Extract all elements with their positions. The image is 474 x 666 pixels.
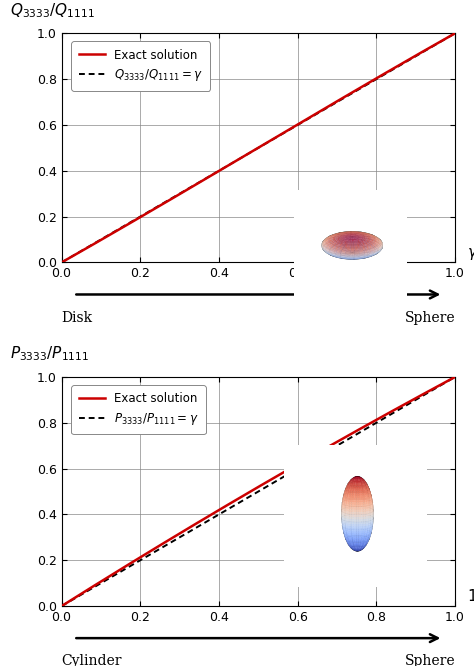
Text: $\gamma$: $\gamma$	[467, 246, 474, 262]
Text: Sphere: Sphere	[404, 310, 455, 324]
Legend: Exact solution, $P_{3333}/P_{1111} = \gamma$: Exact solution, $P_{3333}/P_{1111} = \ga…	[72, 385, 206, 434]
Legend: Exact solution, $Q_{3333}/Q_{1111} = \gamma$: Exact solution, $Q_{3333}/Q_{1111} = \ga…	[72, 41, 210, 91]
Text: Disk: Disk	[62, 310, 93, 324]
Text: Sphere: Sphere	[404, 654, 455, 666]
Text: $P_{3333}/P_{1111}$: $P_{3333}/P_{1111}$	[10, 344, 90, 363]
Text: $1/\gamma$: $1/\gamma$	[467, 587, 474, 606]
Text: Cylinder: Cylinder	[62, 654, 122, 666]
Text: $Q_{3333}/Q_{1111}$: $Q_{3333}/Q_{1111}$	[10, 1, 95, 19]
